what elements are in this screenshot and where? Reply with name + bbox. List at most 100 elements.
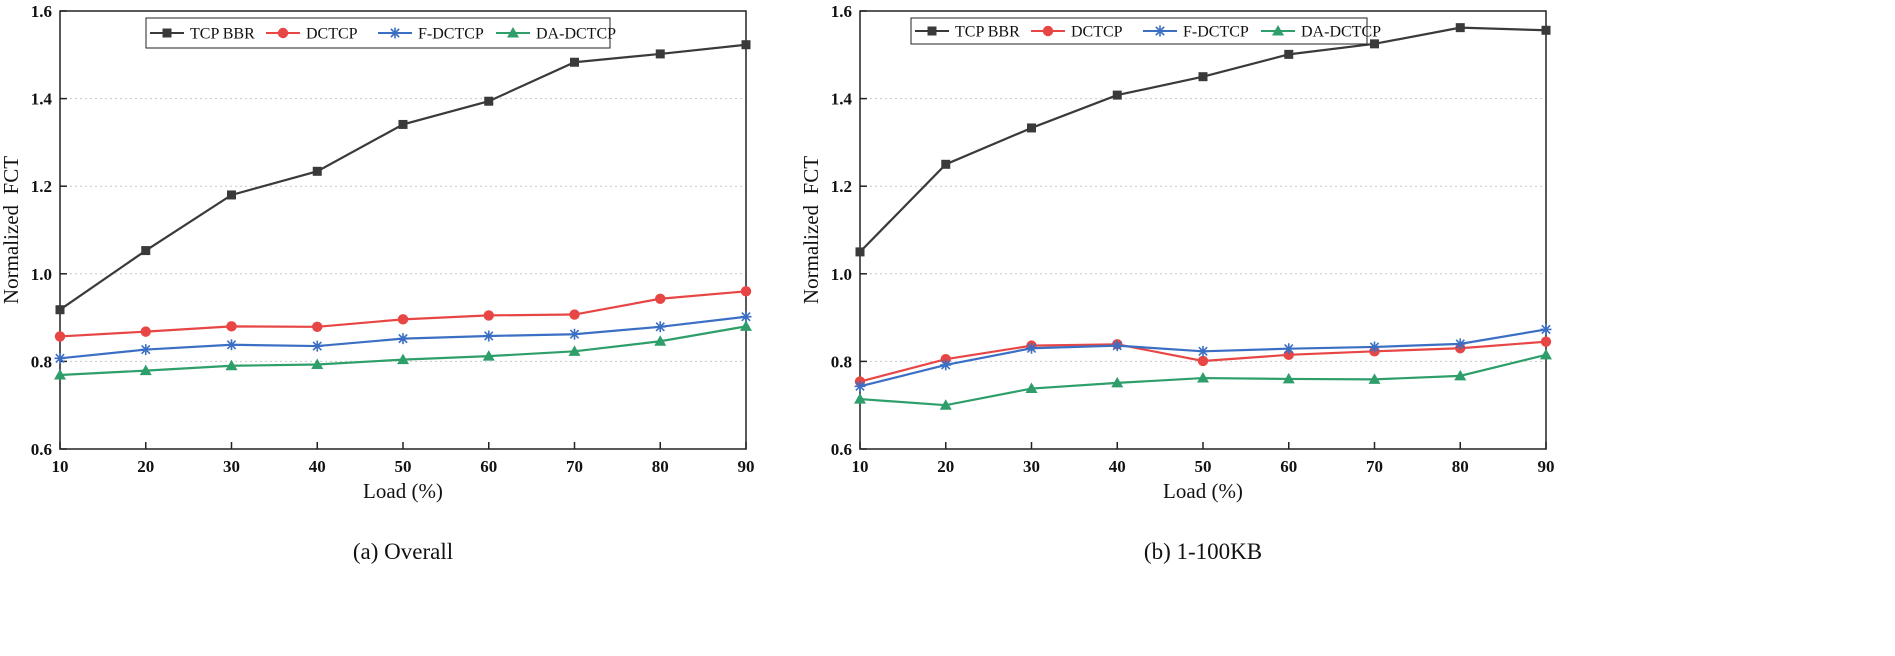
chart-caption: (a) Overall [353, 539, 453, 564]
y-tick-label: 1.6 [831, 2, 852, 21]
chart-2: 0.6 0.8 1.0 1.2 1.4 1.6 10 20 30 40 50 60 70 80 90 Load… [799, 2, 1555, 564]
legend: TCP BBR DCTCP F-DCTCP DA-DCTCP [910, 17, 1381, 45]
y-axis-label: Normalized FCT [0, 156, 23, 304]
data-point [1026, 342, 1037, 354]
data-point [854, 380, 866, 392]
legend-swatch-marker [927, 26, 937, 36]
data-point [140, 326, 151, 337]
y-tick-label: 1.2 [31, 177, 52, 196]
y-tick-label: 1.6 [31, 2, 52, 21]
plot-frame [59, 10, 747, 450]
data-point [1283, 343, 1295, 355]
data-point [655, 293, 666, 304]
legend-swatch-marker [389, 27, 401, 39]
legend: TCP BBR DCTCP F-DCTCP DA-DCTCP [145, 17, 616, 49]
legend-label: DCTCP [306, 26, 358, 43]
data-point [484, 96, 494, 106]
data-point [655, 49, 665, 59]
series-line-tcp-bbr [59, 43, 747, 311]
data-point [397, 333, 409, 345]
data-point [740, 286, 752, 297]
x-tick-label: 20 [937, 457, 954, 476]
y-tick-label: 0.6 [831, 440, 852, 459]
data-point [741, 40, 751, 50]
data-point [570, 57, 579, 67]
y-tick-label: 1.0 [831, 265, 852, 284]
data-point [1540, 323, 1552, 335]
data-point [1368, 373, 1381, 384]
x-tick-label: 60 [480, 457, 497, 476]
data-point [398, 119, 408, 129]
series-line-tcp-bbr [859, 26, 1547, 253]
chart-caption: (b) 1-100KB [1144, 539, 1262, 564]
data-point [312, 166, 322, 176]
data-point [1111, 340, 1123, 352]
chart-1: 0.6 0.8 1.0 1.2 1.4 1.6 10 20 30 40 50 60 70 80 90 Load… [0, 2, 755, 564]
y-axis-label: Normalized FCT [799, 156, 823, 304]
x-tick-label: 10 [852, 457, 869, 476]
x-tick-label: 40 [1109, 457, 1126, 476]
x-tick-label: 10 [52, 457, 69, 476]
data-point [1541, 25, 1551, 35]
legend-swatch-marker [1154, 25, 1166, 37]
data-point [855, 247, 865, 257]
data-point [568, 345, 581, 356]
data-point [1198, 72, 1208, 82]
x-tick-label: 50 [395, 457, 412, 476]
legend-swatch-marker [1272, 25, 1284, 36]
data-point [482, 350, 495, 361]
data-point [1370, 39, 1379, 49]
data-point [1369, 341, 1380, 353]
data-point [312, 321, 323, 332]
x-tick-label: 30 [1023, 457, 1040, 476]
y-tick-label: 0.8 [831, 352, 852, 371]
data-point [141, 246, 151, 256]
data-point [225, 359, 238, 371]
y-tick-label: 0.6 [31, 440, 52, 459]
data-point [740, 320, 752, 331]
data-point [139, 364, 152, 376]
x-axis-label: Load (%) [363, 479, 443, 503]
x-tick-label: 70 [1366, 457, 1383, 476]
data-point [311, 340, 323, 352]
y-tick-label: 1.2 [831, 177, 852, 196]
x-tick-label: 40 [309, 457, 326, 476]
data-point [941, 159, 951, 169]
legend-label: F-DCTCP [418, 26, 484, 43]
data-point [1282, 372, 1295, 384]
data-point [654, 335, 667, 346]
data-point [1197, 372, 1209, 383]
data-point [1540, 348, 1552, 360]
legend-label: F-DCTCP [1183, 24, 1249, 41]
x-tick-label: 80 [1452, 457, 1469, 476]
data-point [226, 321, 237, 332]
data-point [140, 344, 152, 356]
data-point [54, 368, 66, 380]
data-point [226, 339, 237, 351]
y-tick-label: 1.4 [31, 90, 53, 109]
x-axis-label: Load (%) [1163, 479, 1243, 503]
legend-label: DA-DCTCP [536, 26, 616, 43]
data-point [55, 305, 65, 315]
legend-label: DA-DCTCP [1301, 24, 1381, 41]
data-point [1197, 345, 1209, 357]
data-point [1111, 376, 1124, 388]
data-point [1284, 49, 1294, 59]
x-tick-label: 60 [1280, 457, 1297, 476]
data-point [483, 330, 495, 342]
data-point [54, 352, 66, 364]
data-point [397, 314, 409, 325]
series-line-dctcp [59, 290, 747, 338]
data-point [1540, 336, 1552, 347]
data-point [569, 309, 580, 320]
data-point [1454, 369, 1467, 381]
data-point [1454, 338, 1466, 350]
data-point [227, 190, 236, 200]
data-point [1197, 355, 1209, 367]
legend-label: DCTCP [1071, 24, 1123, 41]
data-point [397, 353, 409, 365]
data-point [1027, 123, 1036, 133]
legend-label: TCP BBR [955, 24, 1020, 41]
data-point [740, 311, 752, 323]
